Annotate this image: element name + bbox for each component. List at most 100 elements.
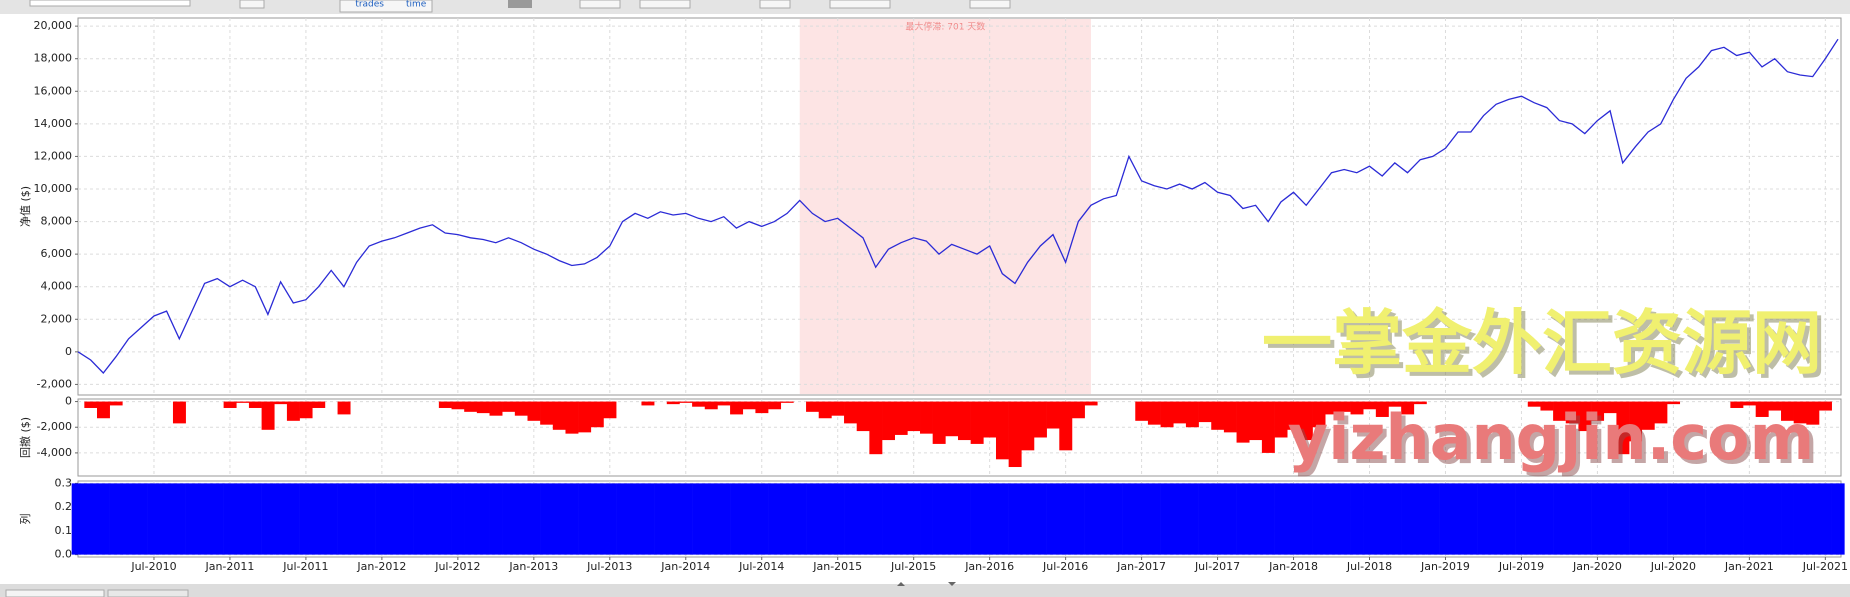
- bar: [730, 483, 744, 555]
- y-tick-label: 20,000: [34, 19, 73, 32]
- toolbar-button[interactable]: [969, 0, 1011, 9]
- bar: [1173, 483, 1187, 555]
- bar: [907, 401, 921, 432]
- y-tick-label: 14,000: [34, 117, 73, 130]
- bar: [223, 483, 237, 555]
- bar: [1211, 483, 1225, 555]
- x-tick-label: Jul-2016: [1042, 560, 1088, 573]
- toolbar: [0, 0, 1850, 14]
- bar: [995, 401, 1009, 460]
- bar: [1021, 483, 1035, 555]
- bar: [1287, 483, 1301, 555]
- bar: [236, 483, 250, 555]
- bar: [1793, 483, 1807, 555]
- bar: [958, 483, 971, 555]
- toolbar-toggle[interactable]: [339, 0, 433, 13]
- bar: [84, 483, 98, 555]
- bar: [1160, 483, 1174, 555]
- bar: [1198, 401, 1212, 423]
- bar: [1350, 483, 1364, 555]
- bar: [464, 401, 478, 412]
- bar: [1755, 483, 1769, 555]
- toolbar-button[interactable]: [508, 0, 532, 8]
- x-tick-label: Jul-2015: [890, 560, 936, 573]
- bar: [1477, 483, 1491, 555]
- bar: [96, 483, 110, 555]
- bar: [1388, 483, 1402, 555]
- y-tick-label: 0.2: [55, 500, 73, 513]
- bar: [464, 483, 478, 555]
- bar: [1667, 483, 1681, 555]
- bar: [1046, 401, 1060, 429]
- bar: [1679, 483, 1693, 555]
- toolbar-button[interactable]: [759, 0, 791, 9]
- bar: [1033, 401, 1047, 438]
- bar: [679, 483, 693, 555]
- toolbar-button[interactable]: [579, 0, 621, 9]
- bar: [1185, 401, 1199, 428]
- bar: [1299, 483, 1313, 555]
- bar: [274, 483, 288, 555]
- x-tick-label: Jan-2012: [356, 560, 406, 573]
- bar: [248, 401, 262, 408]
- y-tick-label: -2,000: [37, 420, 72, 433]
- bar: [1147, 483, 1161, 555]
- bar: [882, 401, 895, 441]
- watermark: 一掌金外汇资源网: [1262, 302, 1822, 384]
- y-tick-label: 12,000: [34, 149, 73, 162]
- toolbar-button[interactable]: [829, 0, 891, 9]
- bar: [1641, 483, 1655, 555]
- bar: [147, 483, 161, 555]
- x-tick-label: Jul-2017: [1194, 560, 1240, 573]
- bar: [451, 483, 465, 555]
- bar: [1337, 483, 1351, 555]
- bar: [476, 401, 490, 414]
- y-tick-label: 8,000: [41, 215, 73, 228]
- tab[interactable]: [5, 589, 105, 597]
- bar: [565, 483, 579, 555]
- bar: [1337, 401, 1351, 412]
- x-tick-label: Jan-2021: [1724, 560, 1774, 573]
- bar: [768, 483, 782, 555]
- bar: [1363, 401, 1377, 410]
- bar: [1160, 401, 1174, 428]
- bar: [1591, 401, 1605, 421]
- bar: [274, 401, 288, 405]
- bar: [920, 401, 933, 434]
- bar: [1071, 401, 1085, 419]
- bar: [1363, 483, 1377, 555]
- bar: [1743, 401, 1756, 406]
- bar: [1654, 401, 1668, 424]
- toolbar-label[interactable]: trades: [355, 0, 384, 10]
- bar: [1426, 483, 1440, 555]
- bar: [489, 401, 503, 416]
- bar: [717, 401, 731, 406]
- bar: [552, 401, 566, 430]
- bar: [413, 483, 427, 555]
- tab[interactable]: [107, 589, 189, 597]
- bar: [666, 401, 680, 405]
- toolbar-button[interactable]: [239, 0, 265, 9]
- bar: [286, 483, 300, 555]
- bar: [438, 483, 452, 555]
- bar: [578, 401, 592, 433]
- bar: [1299, 401, 1313, 441]
- bar: [704, 401, 718, 410]
- bar: [1806, 483, 1820, 555]
- splitter-handle[interactable]: [897, 582, 956, 586]
- bar: [856, 483, 870, 555]
- bar: [806, 401, 820, 412]
- bar: [1667, 401, 1681, 405]
- bar: [1603, 401, 1617, 414]
- bar: [299, 401, 313, 419]
- toolbar-label[interactable]: time: [406, 0, 427, 10]
- bar: [1629, 401, 1643, 442]
- bar: [844, 401, 858, 424]
- toolbar-button[interactable]: [639, 0, 691, 9]
- toolbar-field[interactable]: [29, 0, 191, 7]
- bar: [109, 483, 123, 555]
- bar: [1578, 483, 1592, 555]
- x-tick-label: Jan-2015: [812, 560, 862, 573]
- stagnation-span: [799, 19, 1091, 394]
- bar: [641, 401, 655, 406]
